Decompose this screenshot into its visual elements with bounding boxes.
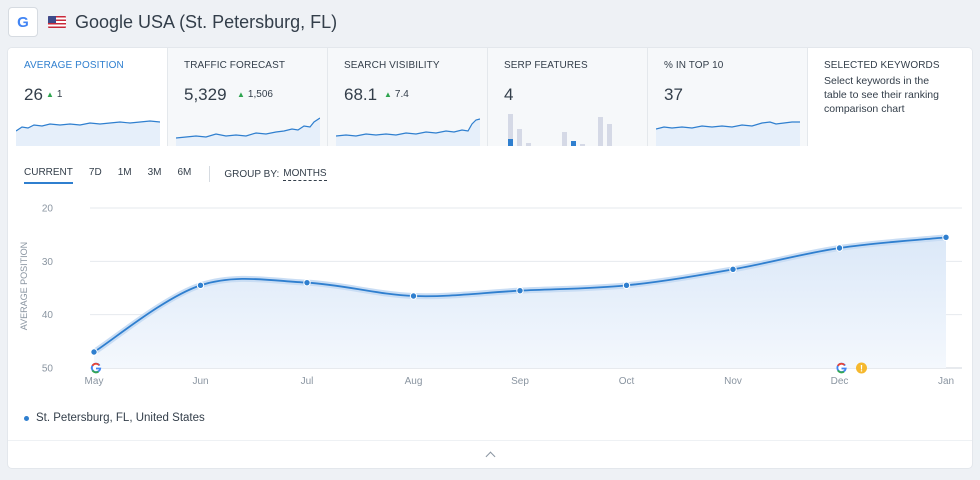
metric-label: SERP FEATURES — [504, 60, 588, 71]
x-tick-label: Jun — [192, 376, 208, 387]
data-point — [303, 278, 311, 287]
tab-7d[interactable]: 7D — [88, 167, 102, 178]
metric-label: % IN TOP 10 — [664, 60, 724, 71]
page-title: Google USA (St. Petersburg, FL) — [75, 11, 338, 32]
data-point — [622, 281, 631, 290]
chart-toolbar: CURRENT 7D 1M 3M 6M GROUP BY: MONTHS — [24, 164, 327, 184]
google-update-icon-green — [837, 369, 845, 374]
y-axis-label: AVERAGE POSITION — [19, 241, 29, 331]
arrow-up-icon: ▲ — [237, 90, 245, 99]
metric-delta-value: 7.4 — [394, 89, 409, 100]
legend-marker — [24, 415, 29, 421]
header: G Google USA (St. Petersburg, FL) — [8, 6, 337, 38]
group-by: GROUP BY: MONTHS — [224, 167, 327, 181]
x-tick-label: Sep — [511, 376, 529, 387]
metric-delta: ▲ 1,506 — [237, 89, 273, 100]
data-point — [516, 286, 524, 295]
x-tick-label: Oct — [619, 376, 635, 387]
sparkline-average-position — [16, 120, 160, 146]
metrics-row: AVERAGE POSITION 26 ▲ 1 TRAFFIC FORECAST … — [8, 48, 972, 146]
google-update-icon-red — [837, 362, 846, 367]
metric-description: Select keywords in the table to see thei… — [824, 75, 939, 115]
x-tick-label: Jul — [301, 376, 314, 387]
tab-3m[interactable]: 3M — [147, 167, 162, 178]
x-tick-label: Aug — [405, 376, 423, 387]
metric-average-position[interactable]: AVERAGE POSITION 26 ▲ 1 — [8, 48, 168, 146]
data-point — [196, 281, 205, 290]
tab-6m[interactable]: 6M — [177, 167, 192, 178]
data-point — [409, 292, 418, 300]
arrow-up-icon: ▲ — [384, 90, 392, 99]
metric-delta: ▲ 1 — [46, 89, 62, 100]
data-point — [942, 233, 950, 242]
metric-label: TRAFFIC FORECAST — [184, 60, 286, 71]
google-update-icon-red — [91, 362, 100, 367]
y-tick-label: 40 — [42, 310, 54, 321]
metric-serp-features[interactable]: SERP FEATURES 4 — [488, 48, 648, 146]
metric-delta-value: 1,506 — [247, 89, 273, 100]
x-tick-label: May — [85, 376, 104, 387]
warning-icon — [856, 362, 867, 374]
average-position-chart: AVERAGE POSITION 20 30 40 50 May Jun Jul Aug Sep… — [8, 198, 972, 388]
arrow-up-icon: ▲ — [46, 90, 54, 99]
warning-icon-glyph: ! — [860, 364, 863, 374]
metric-label: SEARCH VISIBILITY — [344, 60, 440, 71]
metric-value: 5,329 — [184, 85, 227, 104]
data-point — [835, 244, 844, 252]
collapse-bar[interactable] — [8, 440, 972, 468]
chart-legend[interactable]: St. Petersburg, FL, United States — [24, 412, 205, 424]
metric-value: 68.1 — [344, 85, 378, 104]
metric-delta: ▲ 7.4 — [384, 89, 409, 100]
google-letter: G — [17, 13, 29, 31]
chevron-up-icon[interactable] — [485, 451, 495, 462]
metric-label: AVERAGE POSITION — [24, 60, 124, 71]
tab-1m[interactable]: 1M — [117, 167, 132, 178]
chart-svg: 20 30 40 50 May Jun Jul Aug Sep Oct Nov Dec Jan! — [42, 204, 962, 387]
metric-value: 26 — [24, 85, 43, 104]
us-flag-icon — [48, 16, 66, 28]
rankings-panel: AVERAGE POSITION 26 ▲ 1 TRAFFIC FORECAST … — [8, 48, 972, 468]
group-by-label: GROUP BY: — [224, 168, 280, 180]
sparkline-traffic-forecast — [176, 117, 320, 146]
data-point — [90, 348, 98, 356]
metric-value: 37 — [664, 85, 683, 104]
x-tick-label: Nov — [724, 376, 742, 387]
y-tick-label: 30 — [42, 257, 54, 268]
legend-label: St. Petersburg, FL, United States — [36, 412, 205, 424]
group-by-select[interactable]: MONTHS — [283, 167, 327, 181]
toolbar-divider — [209, 166, 211, 182]
x-tick-label: Dec — [831, 376, 849, 387]
metric-label: SELECTED KEYWORDS — [824, 60, 940, 71]
data-point — [729, 265, 737, 274]
sparkline-top-10 — [656, 121, 800, 146]
metric-delta-value: 1 — [56, 89, 63, 100]
tab-current[interactable]: CURRENT — [24, 164, 73, 184]
x-tick-label: Jan — [938, 376, 954, 387]
sparkline-search-visibility — [336, 118, 480, 146]
metric-top-10[interactable]: % IN TOP 10 37 — [648, 48, 808, 146]
google-icon[interactable]: G — [8, 7, 38, 37]
metric-traffic-forecast[interactable]: TRAFFIC FORECAST 5,329 ▲ 1,506 — [168, 48, 328, 146]
metric-search-visibility[interactable]: SEARCH VISIBILITY 68.1 ▲ 7.4 — [328, 48, 488, 146]
serp-features-bars — [508, 114, 612, 146]
y-tick-label: 20 — [42, 204, 54, 215]
metric-selected-keywords: SELECTED KEYWORDS Select keywords in the… — [808, 48, 972, 146]
y-tick-label: 50 — [42, 364, 54, 375]
metric-value: 4 — [504, 85, 514, 104]
series-area — [94, 237, 946, 368]
google-update-icon-green — [91, 369, 100, 374]
